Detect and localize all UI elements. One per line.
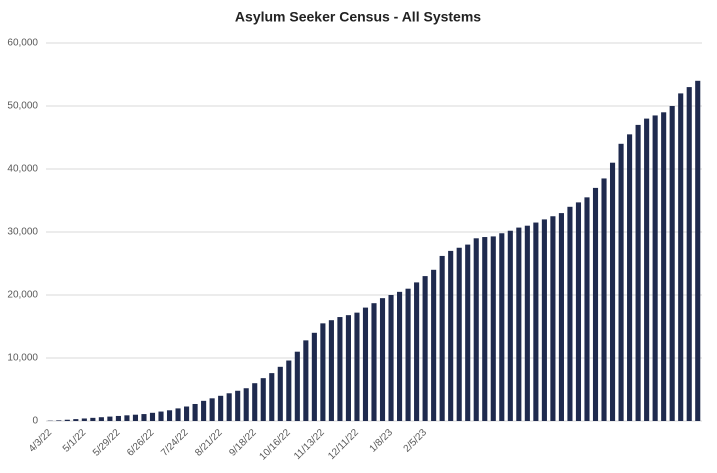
bar (184, 406, 190, 421)
x-tick-label: 7/24/22 (159, 427, 191, 459)
bar (252, 383, 258, 421)
bar (695, 80, 701, 422)
bar (98, 417, 104, 421)
x-tick-label: 9/18/22 (227, 427, 259, 459)
bar (286, 360, 292, 421)
bar (201, 400, 207, 421)
x-tick-label: 11/13/22 (292, 427, 327, 462)
bar (269, 373, 275, 421)
bar (243, 388, 249, 421)
y-tick-label: 40,000 (7, 164, 38, 175)
bar (124, 415, 130, 421)
bar (379, 298, 386, 421)
bar (507, 230, 513, 421)
bar (235, 390, 241, 421)
bar (414, 282, 420, 421)
bar (303, 340, 309, 421)
bar (592, 187, 599, 421)
bar (473, 238, 479, 421)
bar (90, 417, 96, 421)
bar (192, 403, 198, 421)
bar (431, 269, 437, 421)
bar (166, 410, 173, 421)
bar (141, 414, 147, 421)
bar (601, 178, 607, 421)
bar (448, 250, 454, 421)
bar (499, 233, 505, 421)
bar (661, 112, 667, 422)
bar (567, 206, 573, 421)
y-tick-label: 50,000 (7, 101, 38, 112)
bar (550, 216, 556, 421)
bar (107, 416, 113, 421)
bar (354, 312, 360, 421)
bar (311, 332, 317, 421)
x-tick-label: 8/21/22 (193, 427, 225, 459)
bar (405, 288, 411, 421)
bar (678, 93, 684, 422)
bar (337, 317, 343, 421)
bar (644, 118, 650, 421)
y-tick-label: 30,000 (7, 227, 38, 238)
bar (524, 225, 530, 421)
bar (558, 213, 564, 421)
bar (669, 106, 675, 421)
bar (64, 419, 70, 421)
chart-title: Asylum Seeker Census - All Systems (235, 9, 481, 25)
bar (490, 236, 496, 421)
bar (362, 307, 369, 421)
bar (439, 255, 445, 421)
x-tick-label: 1/8/23 (368, 427, 396, 455)
bar (609, 162, 616, 421)
x-tick-label: 10/16/22 (257, 427, 293, 463)
bar (277, 366, 283, 421)
y-tick-label: 10,000 (7, 353, 38, 364)
bar (465, 244, 471, 421)
bar (218, 395, 224, 421)
bar (132, 414, 139, 421)
bar (328, 320, 334, 421)
bar (209, 398, 215, 421)
bar (260, 378, 266, 421)
x-tick-label: 5/29/22 (91, 427, 123, 459)
x-tick-label: 2/5/23 (402, 427, 430, 455)
x-tick-label: 5/1/22 (61, 427, 89, 455)
x-tick-label: 6/26/22 (125, 427, 157, 459)
bar (397, 291, 403, 421)
x-tick-label: 12/11/22 (326, 427, 361, 462)
x-tick-label: 4/3/22 (27, 427, 55, 455)
bar (56, 420, 62, 421)
bar (533, 222, 539, 421)
bar (584, 197, 590, 421)
bar (73, 419, 79, 421)
bar (618, 143, 624, 422)
bar (320, 323, 326, 421)
bar (226, 393, 232, 421)
bar (115, 415, 121, 421)
bar (627, 134, 633, 421)
bar (149, 412, 156, 421)
bar (482, 237, 488, 421)
bar (81, 418, 87, 421)
bar (345, 315, 351, 421)
bar (371, 303, 377, 421)
bar (635, 124, 641, 422)
bar (686, 87, 692, 421)
bar (158, 411, 164, 421)
bar (422, 276, 428, 421)
y-tick-label: 20,000 (7, 290, 38, 301)
bar (175, 408, 181, 421)
bar (456, 247, 462, 421)
bar (575, 202, 582, 421)
bar (652, 115, 658, 421)
bar (294, 351, 300, 421)
y-tick-label: 0 (32, 416, 38, 427)
bar (516, 227, 522, 421)
bar (388, 295, 394, 421)
y-tick-label: 60,000 (7, 38, 38, 49)
bar (541, 219, 547, 421)
